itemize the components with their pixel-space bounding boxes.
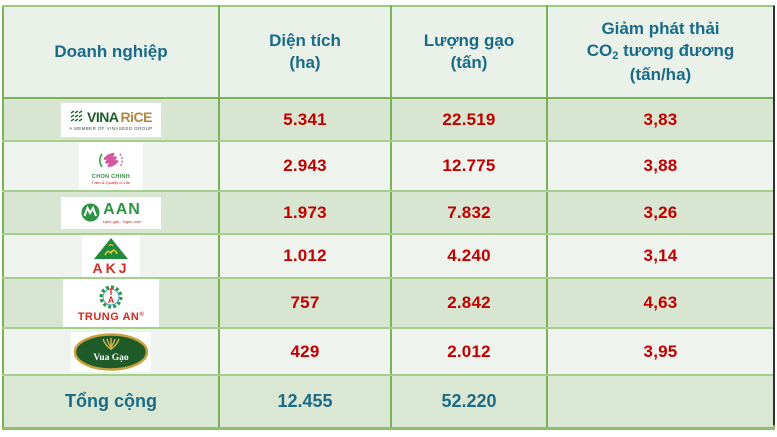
header-area: Diện tích (ha) [218, 5, 392, 99]
area-value: 757 [218, 277, 392, 329]
rice-value: 2.012 [390, 327, 548, 376]
vuagao-badge-icon [73, 332, 149, 371]
area-value: 5.341 [218, 97, 392, 142]
slide-right-edge-line [773, 6, 775, 425]
header-area-line1: Diện tích [269, 30, 341, 50]
co2-value: 3,88 [546, 140, 775, 192]
chonchinh-wreath-icon [99, 152, 123, 167]
chonchinh-brand: CHON CHINH [91, 173, 131, 180]
co2-value: 3,83 [546, 97, 775, 142]
aan-logo: AAN Lành gạo - Ngon cơm [61, 196, 161, 229]
total-area-cell: 12.455 [218, 374, 392, 430]
table-row: VINA RiCE A MEMBER OF VINASEED GROUP 5.34… [2, 97, 775, 142]
header-area-line2: (ha) [289, 53, 321, 72]
vuagao-brand: Vua Gạo [93, 352, 129, 363]
akj-triangle-icon [94, 238, 128, 259]
co2-value: 4,63 [546, 277, 775, 329]
co2-value: 3,95 [546, 327, 775, 376]
area-value: 429 [218, 327, 392, 376]
area-value: 1.973 [218, 190, 392, 235]
rice-value: 4.240 [390, 233, 548, 279]
co2-value: 3,14 [546, 233, 775, 279]
vinarice-grain-pattern-icon [70, 110, 83, 122]
trungan-brand: TRUNG AN® [78, 311, 145, 323]
table-row: AKJ 1.012 4.240 3,14 [2, 233, 775, 279]
trungan-logo: T A TRUNG AN® [63, 279, 159, 327]
company-cell-vuagao: Vua Gạo [2, 327, 220, 376]
aan-tagline: Lành gạo - Ngon cơm [102, 218, 142, 224]
rice-value: 22.519 [390, 97, 548, 142]
table-row: Vua Gạo 429 2.012 3,95 [2, 327, 775, 376]
total-co2-cell [546, 374, 775, 430]
co2-subscript: 2 [612, 50, 619, 63]
rice-value: 2.842 [390, 277, 548, 329]
trungan-monogram-t: T [108, 287, 114, 298]
vinarice-brand-green: VINA [87, 108, 119, 125]
total-row: Tổng cộng 12.455 52.220 [2, 374, 775, 430]
co2-value: 3,26 [546, 190, 775, 235]
header-rice: Lượng gạo (tấn) [390, 5, 548, 99]
header-co2: Giảm phát thải CO2 tương đương (tấn/ha) [546, 5, 775, 99]
akj-logo: AKJ [82, 235, 140, 277]
table-row: CHON CHINH Faith & Quality of Life 2.943… [2, 140, 775, 192]
header-rice-line1: Lượng gạo [423, 30, 515, 50]
company-cell-akj: AKJ [2, 233, 220, 279]
vinarice-tagline: A MEMBER OF VINASEED GROUP [69, 125, 153, 131]
rice-value: 12.775 [390, 140, 548, 192]
trungan-monogram: T A [98, 284, 124, 310]
company-cell-chonchinh: CHON CHINH Faith & Quality of Life [2, 140, 220, 192]
vuagao-logo: Vua Gạo [71, 331, 151, 372]
co2-suffix-text: tương đương [618, 41, 735, 61]
table-header-row: Doanh nghiệp Diện tích (ha) Lượng gạo (t… [2, 5, 775, 99]
rice-companies-table: Doanh nghiệp Diện tích (ha) Lượng gạo (t… [2, 5, 775, 430]
trungan-monogram-a: A [107, 294, 115, 305]
header-company-label: Doanh nghiệp [54, 41, 168, 61]
header-co2-line2: CO2 tương đương [548, 40, 773, 64]
header-co2-line1: Giảm phát thải [601, 18, 720, 38]
trungan-brand-text: TRUNG AN [77, 310, 140, 323]
header-co2-line3: (tấn/ha) [629, 64, 692, 84]
company-cell-aan: AAN Lành gạo - Ngon cơm [2, 190, 220, 235]
area-value: 1.012 [218, 233, 392, 279]
rice-value: 7.832 [390, 190, 548, 235]
company-cell-trungan: T A TRUNG AN® [2, 277, 220, 329]
trungan-gear-icon [99, 285, 123, 308]
table-row: AAN Lành gạo - Ngon cơm 1.973 7.832 3,26 [2, 190, 775, 235]
registered-mark: ® [139, 311, 145, 318]
co2-text: CO [586, 41, 613, 61]
header-rice-line2: (tấn) [450, 53, 488, 72]
area-value: 2.943 [218, 140, 392, 192]
aan-circle-icon [81, 203, 100, 222]
total-label-cell: Tổng cộng [2, 374, 220, 430]
total-rice-cell: 52.220 [390, 374, 548, 430]
company-cell-vinarice: VINA RiCE A MEMBER OF VINASEED GROUP [2, 97, 220, 142]
vinarice-logo: VINA RiCE A MEMBER OF VINASEED GROUP [61, 102, 161, 137]
vinarice-brand-gold: RiCE [120, 108, 153, 125]
aan-brand: AAN [103, 200, 141, 218]
chonchinh-tagline: Faith & Quality of Life [91, 179, 131, 185]
chonchinh-logo: CHON CHINH Faith & Quality of Life [79, 142, 143, 190]
header-company: Doanh nghiệp [2, 5, 220, 99]
akj-brand: AKJ [92, 260, 130, 276]
table-row: T A TRUNG AN® 757 2.842 4,63 [2, 277, 775, 329]
